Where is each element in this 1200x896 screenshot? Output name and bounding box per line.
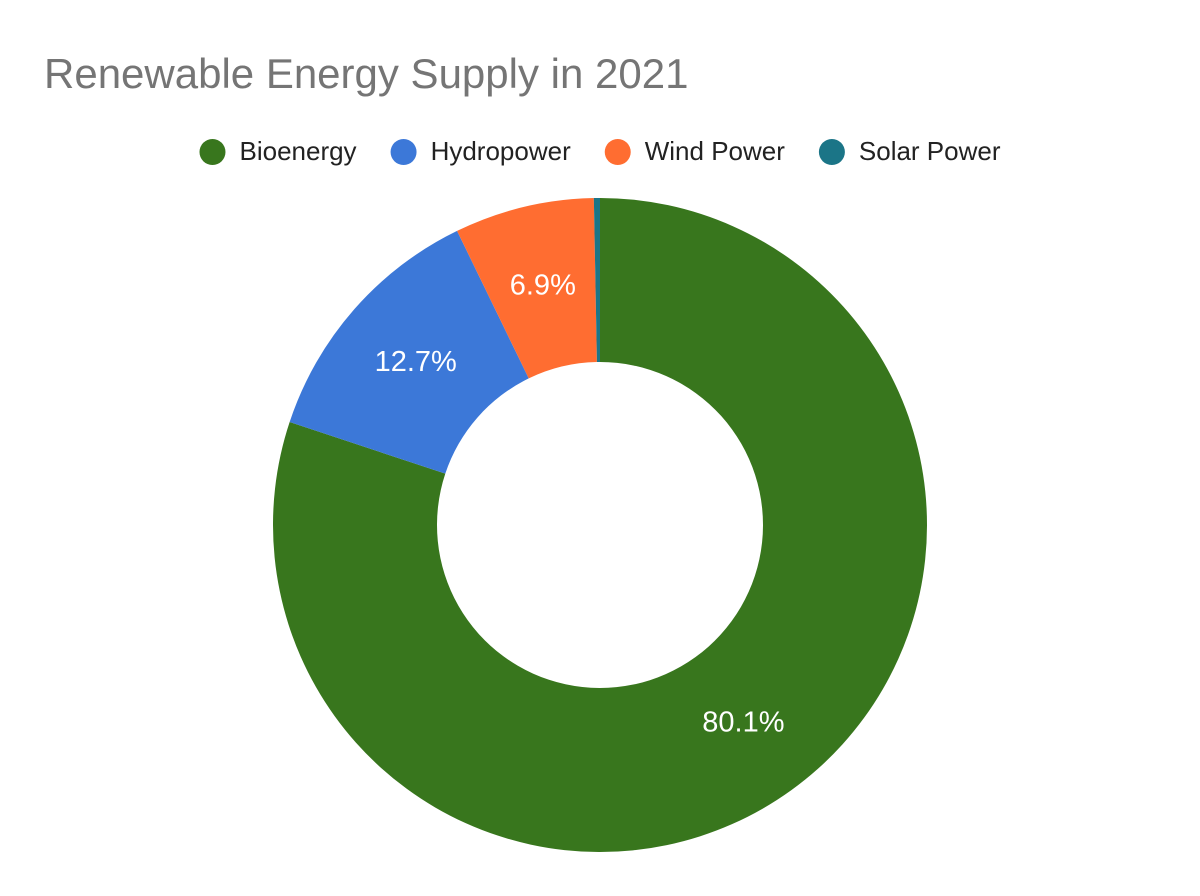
legend-label: Solar Power xyxy=(859,136,1001,166)
donut-slice xyxy=(289,230,529,474)
chart-title: Renewable Energy Supply in 2021 xyxy=(44,50,688,97)
legend-label: Bioenergy xyxy=(239,136,356,166)
donut-slice xyxy=(273,198,928,853)
legend-marker xyxy=(818,139,845,165)
legend-marker xyxy=(604,139,631,165)
legend-label: Hydropower xyxy=(431,136,572,166)
donut-slice xyxy=(457,198,597,379)
data-label: 6.9% xyxy=(510,269,576,301)
data-label: 80.1% xyxy=(702,706,784,738)
legend-marker xyxy=(390,139,417,165)
legend-marker xyxy=(199,139,226,165)
legend-label: Wind Power xyxy=(645,136,785,166)
data-label: 12.7% xyxy=(375,346,457,378)
donut-slice xyxy=(593,198,600,363)
